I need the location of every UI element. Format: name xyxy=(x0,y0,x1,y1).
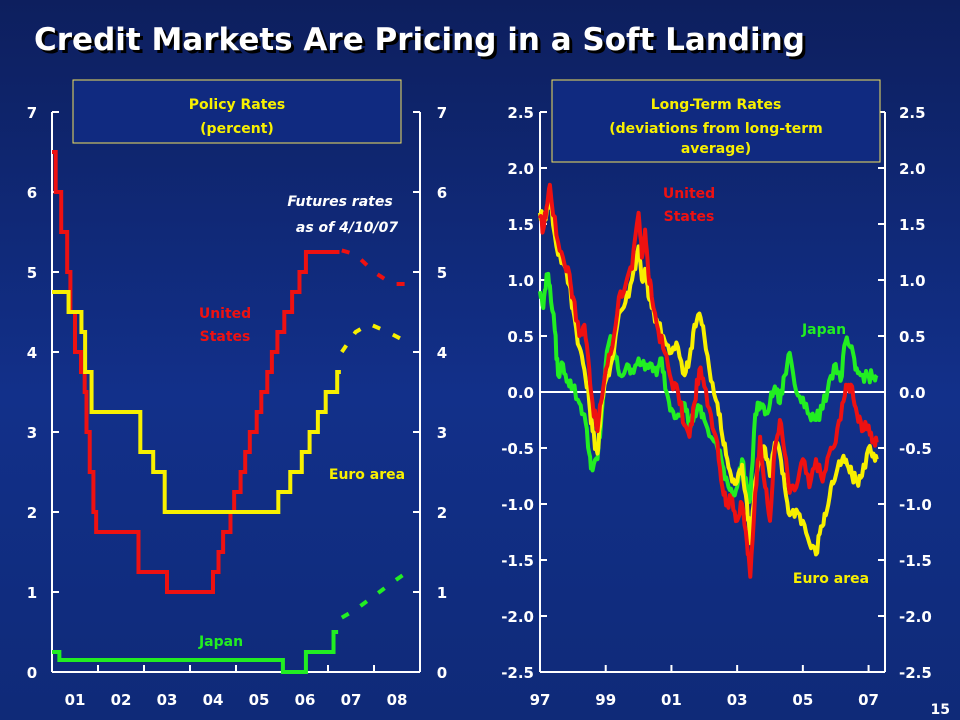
policy-y-tick-label-left: 1 xyxy=(27,584,37,602)
policy-y-tick-label-right: 3 xyxy=(437,424,447,442)
policy-y-tick-label-right: 7 xyxy=(437,104,447,122)
longterm-y-tick-label-left: -1.0 xyxy=(501,496,534,514)
policy-x-tick-label: 03 xyxy=(157,691,178,709)
longterm-y-tick-label-left: -2.5 xyxy=(501,664,534,682)
longterm-y-tick-label-right: -1.5 xyxy=(899,552,932,570)
policy-y-tick-label-left: 3 xyxy=(27,424,37,442)
policy-x-tick-label: 07 xyxy=(341,691,362,709)
policy-title-box xyxy=(72,79,402,144)
longterm-y-tick-label-right: -2.5 xyxy=(899,664,932,682)
longterm-y-tick-label-right: 2.0 xyxy=(899,160,926,178)
policy-y-tick-label-right: 0 xyxy=(437,664,447,682)
policy-label-japan: Japan xyxy=(198,634,243,650)
longterm-y-tick-label-left: 1.0 xyxy=(507,272,534,290)
longterm-y-tick-label-left: -1.5 xyxy=(501,552,534,570)
longterm-x-tick-label: 99 xyxy=(595,691,616,709)
longterm-y-tick-label-right: -2.0 xyxy=(899,608,932,626)
longterm-x-tick-label: 97 xyxy=(530,691,551,709)
longterm-y-tick-label-right: 0.5 xyxy=(899,328,926,346)
longterm-y-tick-label-left: 2.0 xyxy=(507,160,534,178)
policy-y-tick-label-right: 2 xyxy=(437,504,447,522)
policy-y-tick-label-left: 0 xyxy=(27,664,37,682)
policy-series-japan xyxy=(52,630,339,674)
policy-y-tick-label-left: 4 xyxy=(27,344,37,362)
longterm-label-us-line2: States xyxy=(664,209,715,225)
futures-series-japan xyxy=(340,567,412,620)
longterm-chart-title: Long-Term Rates xyxy=(651,97,782,113)
longterm-y-tick-label-left: -2.0 xyxy=(501,608,534,626)
policy-y-tick-label-left: 6 xyxy=(27,184,37,202)
policy-label-euro-area: Euro area xyxy=(329,467,405,483)
longterm-y-tick-label-left: -0.5 xyxy=(501,440,534,458)
longterm-x-tick-label: 07 xyxy=(858,691,879,709)
longterm-x-tick-label: 03 xyxy=(727,691,748,709)
longterm-chart-subtitle-line2: average) xyxy=(681,141,751,157)
longterm-y-tick-label-right: 1.0 xyxy=(899,272,926,290)
longterm-series-united-states xyxy=(538,182,879,579)
longterm-series-japan xyxy=(538,271,879,504)
longterm-y-tick-label-right: -0.5 xyxy=(899,440,932,458)
longterm-y-tick-label-right: 1.5 xyxy=(899,216,926,234)
policy-x-tick-label: 06 xyxy=(295,691,316,709)
futures-series-euro-area xyxy=(340,321,412,354)
policy-y-tick-label-right: 5 xyxy=(437,264,447,282)
longterm-y-tick-label-right: -1.0 xyxy=(899,496,932,514)
policy-y-tick-label-right: 4 xyxy=(437,344,447,362)
policy-x-tick-label: 02 xyxy=(111,691,132,709)
futures-annotation-line2: as of 4/10/07 xyxy=(296,220,398,236)
longterm-series-euro-area xyxy=(538,194,879,557)
longterm-x-tick-label: 01 xyxy=(661,691,682,709)
longterm-label-us-line1: United xyxy=(663,186,715,202)
policy-y-tick-label-left: 5 xyxy=(27,264,37,282)
policy-x-tick-label: 01 xyxy=(65,691,86,709)
slide-title: Credit Markets Are Pricing in a Soft Lan… xyxy=(34,22,805,58)
longterm-x-tick-label: 05 xyxy=(792,691,813,709)
longterm-y-tick-label-left: 1.5 xyxy=(507,216,534,234)
policy-x-tick-label: 04 xyxy=(203,691,224,709)
futures-annotation-line1: Futures rates xyxy=(287,194,392,210)
futures-series-united-states xyxy=(341,248,411,286)
longterm-chart-subtitle-line1: (deviations from long-term xyxy=(609,121,823,137)
longterm-y-tick-label-right: 0.0 xyxy=(899,384,926,402)
longterm-title-box xyxy=(551,79,881,163)
page-number: 15 xyxy=(930,702,950,718)
policy-x-tick-label: 08 xyxy=(387,691,408,709)
policy-label-us-line2: States xyxy=(200,329,251,345)
policy-y-tick-label-right: 1 xyxy=(437,584,447,602)
policy-series-euro-area xyxy=(52,290,341,514)
policy-y-tick-label-right: 6 xyxy=(437,184,447,202)
policy-x-tick-label: 05 xyxy=(249,691,270,709)
long-term-rates-chart: 2.5 2.5 2.0 2.0 1.5 1.5 1.0 1.0 0.5 0.5 0.0 0.0 -0.5… xyxy=(501,79,932,709)
policy-y-tick-label-left: 7 xyxy=(27,104,37,122)
policy-y-tick-label-left: 2 xyxy=(27,504,37,522)
policy-label-us-line1: United xyxy=(199,306,251,322)
policy-chart-title: Policy Rates xyxy=(189,97,286,113)
longterm-y-tick-label-left: 2.5 xyxy=(507,104,534,122)
longterm-label-japan: Japan xyxy=(801,322,846,338)
policy-chart-subtitle: (percent) xyxy=(200,121,274,137)
longterm-y-tick-label-left: 0.0 xyxy=(507,384,534,402)
policy-series-united-states xyxy=(52,150,340,594)
longterm-y-tick-label-left: 0.5 xyxy=(507,328,534,346)
longterm-label-euro-area: Euro area xyxy=(793,571,869,587)
longterm-y-tick-label-right: 2.5 xyxy=(899,104,926,122)
